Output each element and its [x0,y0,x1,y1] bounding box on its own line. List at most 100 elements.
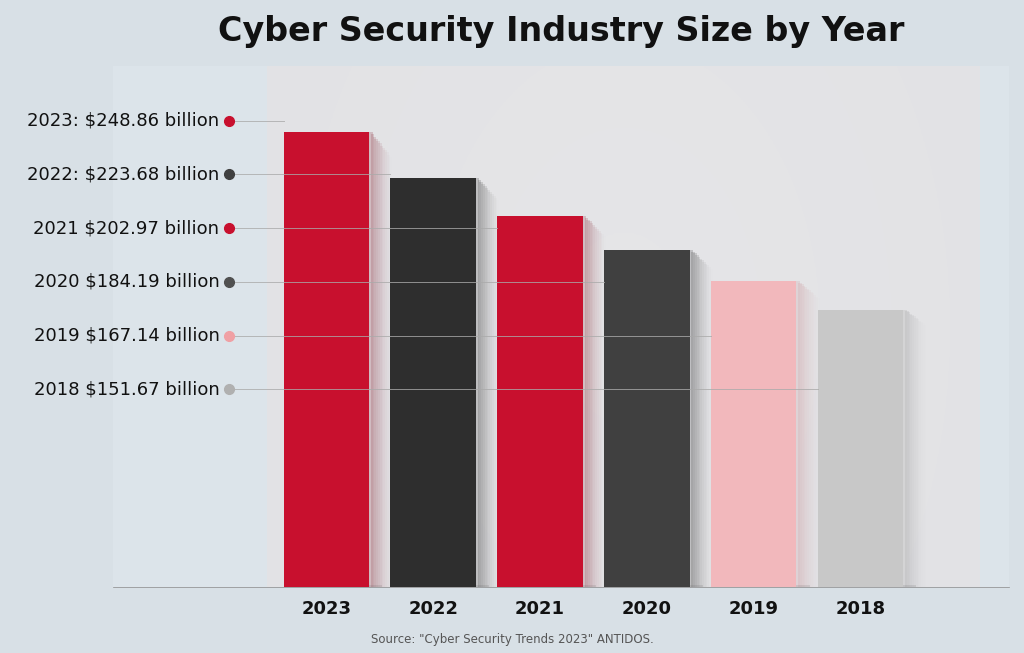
Bar [714,594,810,596]
Bar [714,584,810,586]
Bar [476,178,479,586]
Bar [500,584,596,586]
Bar [820,587,916,589]
Bar [915,319,920,586]
Text: 2021 $202.97 billion: 2021 $202.97 billion [34,219,219,237]
Bar [393,589,489,591]
Bar [380,146,383,586]
Bar [486,190,490,586]
Bar [592,225,595,586]
Bar [691,252,695,586]
Bar [606,587,702,589]
Text: 2020 $184.19 billion: 2020 $184.19 billion [34,273,219,291]
Bar [606,594,702,596]
Bar [714,587,810,589]
Bar [802,286,806,586]
Bar [492,197,496,586]
Bar [500,591,596,593]
Bar [606,591,702,593]
Bar [601,234,604,586]
Bar [797,281,800,586]
Bar [812,295,816,586]
Bar [816,298,819,586]
Bar [702,262,706,586]
Bar [606,600,702,602]
Bar [689,250,693,586]
Bar [922,323,925,586]
Bar [371,135,375,586]
Bar [820,596,916,597]
Bar [594,227,597,586]
Bar [376,141,380,586]
Bar [496,200,499,586]
Bar [286,596,382,597]
Bar [286,587,382,589]
Bar [393,598,489,599]
Bar [393,596,489,597]
Bar [583,216,587,586]
Bar [695,255,698,586]
Bar [606,596,702,597]
Bar [387,155,390,586]
Bar [799,283,802,586]
Bar [710,268,713,586]
Bar [373,136,376,586]
Bar [595,229,599,586]
Bar [804,287,807,586]
Bar [286,584,382,586]
Bar [284,132,369,586]
Bar [500,589,596,591]
Bar [488,192,492,586]
Bar [590,223,594,586]
Bar [820,591,916,593]
Bar [500,600,596,602]
Bar [920,322,923,586]
Bar [393,594,489,596]
Bar [286,594,382,596]
Bar [385,152,389,586]
Bar [698,259,702,586]
Bar [806,289,809,586]
Bar [483,186,486,586]
Bar [604,250,689,586]
Bar [494,199,498,586]
Bar [286,600,382,602]
Text: Source: "Cyber Security Trends 2023" ANTIDOS.: Source: "Cyber Security Trends 2023" ANT… [371,633,653,646]
Text: 2019 $167.14 billion: 2019 $167.14 billion [34,326,219,345]
Bar [820,600,916,602]
Bar [820,584,916,586]
Bar [500,594,596,596]
Bar [479,182,483,586]
Bar [820,598,916,599]
Bar [914,318,918,586]
Bar [382,148,385,586]
Bar [714,591,810,593]
Bar [923,325,927,586]
Bar [703,264,708,586]
Text: 2023: $248.86 billion: 2023: $248.86 billion [28,112,219,130]
Text: 2018 $151.67 billion: 2018 $151.67 billion [34,380,219,398]
Bar [809,292,812,586]
Bar [286,598,382,599]
Title: Cyber Security Industry Size by Year: Cyber Security Industry Size by Year [218,15,904,48]
Bar [800,284,804,586]
Bar [907,312,910,586]
Bar [599,232,602,586]
Bar [918,321,922,586]
Bar [393,591,489,593]
Bar [393,600,489,602]
Bar [905,311,908,586]
Bar [393,584,489,586]
Bar [606,598,702,599]
Bar [714,596,810,597]
Bar [606,584,702,586]
Bar [390,178,476,586]
Bar [286,591,382,593]
Bar [383,150,387,586]
Bar [478,180,481,586]
Bar [714,600,810,602]
Bar [389,157,392,586]
Bar [498,216,583,586]
Bar [807,291,811,586]
Bar [714,589,810,591]
